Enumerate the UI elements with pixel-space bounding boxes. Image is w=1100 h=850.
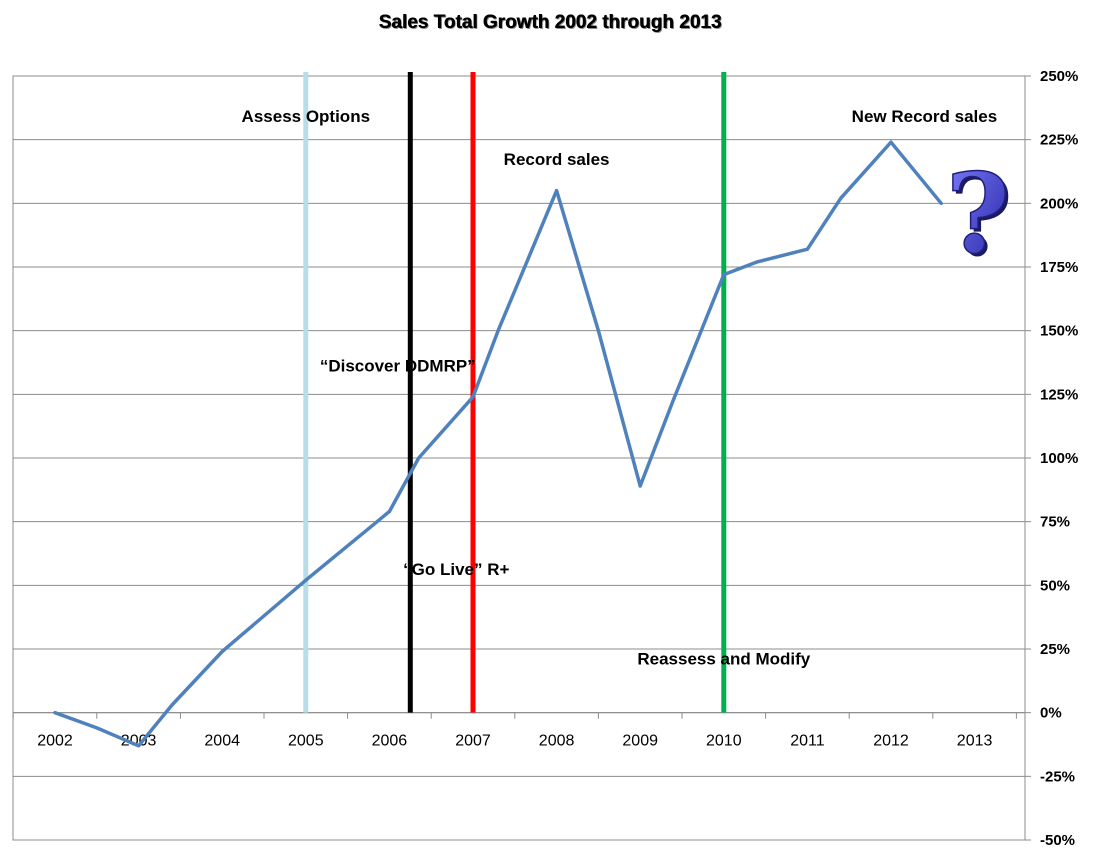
data-point xyxy=(596,329,601,333)
data-point xyxy=(939,201,943,205)
chart-title: Sales Total Growth 2002 through 2013 xyxy=(378,12,722,33)
y-tick-label: 150% xyxy=(1040,323,1078,340)
data-point xyxy=(471,395,475,399)
svg-text:?: ? xyxy=(946,149,1010,278)
x-tick-label: 2005 xyxy=(288,733,324,750)
data-point xyxy=(755,260,759,264)
y-tick-label: 200% xyxy=(1040,195,1078,212)
annotation-label: Record sales xyxy=(504,150,610,169)
y-tick-label: -25% xyxy=(1040,768,1075,785)
x-tick-label: 2007 xyxy=(455,733,491,750)
data-point xyxy=(137,744,141,748)
annotations: Assess Options Record sales New Record sal… xyxy=(242,107,998,668)
data-point xyxy=(304,578,308,582)
data-point xyxy=(496,329,500,333)
x-tick-label: 2012 xyxy=(873,733,909,750)
question-mark-icon: ? ? xyxy=(945,148,1013,281)
data-point xyxy=(805,247,810,251)
y-tick-label: 75% xyxy=(1040,514,1070,531)
sales-series xyxy=(53,140,943,748)
y-tick-label: 250% xyxy=(1040,68,1078,85)
y-tick-label: 175% xyxy=(1040,259,1078,276)
x-tick-label: 2006 xyxy=(372,733,408,750)
y-tick-label: 125% xyxy=(1040,386,1078,403)
data-point xyxy=(170,703,174,707)
x-tick-label: 2013 xyxy=(957,733,993,750)
annotation-label: Reassess and Modify xyxy=(637,649,810,668)
svg-text:?: ? xyxy=(949,152,1013,281)
annotation-label: New Record sales xyxy=(852,107,998,126)
sales-line xyxy=(53,140,943,748)
x-tick-label: 2002 xyxy=(37,733,73,750)
data-point xyxy=(53,711,57,715)
x-tick-label: 2004 xyxy=(204,733,240,750)
data-point xyxy=(220,649,224,654)
data-point xyxy=(839,196,843,200)
data-point xyxy=(555,189,559,193)
annotation-label: “Discover DDMRP” xyxy=(320,356,476,375)
y-tick-label: 25% xyxy=(1040,641,1070,658)
y-tick-label: 0% xyxy=(1040,705,1062,722)
x-tick-label: 2008 xyxy=(539,733,575,750)
y-tick-label: 100% xyxy=(1040,450,1078,467)
x-tick-label: 2009 xyxy=(622,733,658,750)
y-tick-label: 50% xyxy=(1040,577,1070,594)
data-point xyxy=(387,509,391,514)
annotation-label: Assess Options xyxy=(242,107,371,126)
y-tick-label: -50% xyxy=(1040,832,1075,849)
x-axis: 2002 2003 2004 2005 2006 2007 2008 2009 2010 2011… xyxy=(12,712,1025,750)
y-axis: 250% 225% 200% 175% 150% 125% 100% 75% 50% 25% 0% -… xyxy=(1025,68,1078,849)
annotation-label: “Go Live” R+ xyxy=(403,560,509,579)
data-point xyxy=(95,726,99,730)
data-point xyxy=(889,140,893,144)
y-tick-label: 225% xyxy=(1040,132,1078,149)
data-point xyxy=(417,456,421,460)
data-point xyxy=(722,273,726,277)
x-tick-label: 2011 xyxy=(790,733,825,750)
data-point xyxy=(672,397,676,402)
data-point xyxy=(638,484,642,488)
x-tick-label: 2010 xyxy=(706,733,742,750)
